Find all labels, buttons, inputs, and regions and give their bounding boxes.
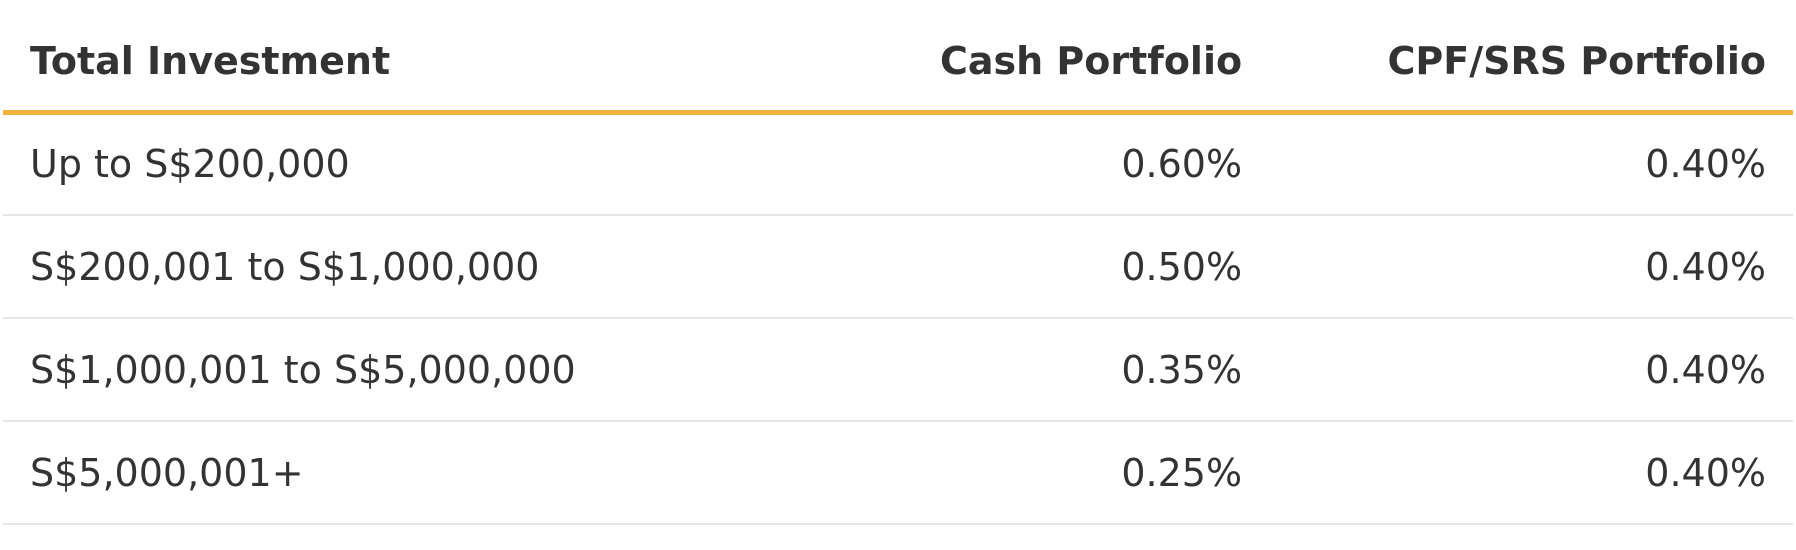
fee-table: Total Investment Cash Portfolio CPF/SRS Po… bbox=[3, 0, 1793, 525]
fee-cell: 0.40% bbox=[1269, 215, 1793, 319]
fee-cell: 0.60% bbox=[913, 112, 1270, 216]
fee-table-container: Total Investment Cash Portfolio CPF/SRS Po… bbox=[3, 0, 1793, 525]
fee-cell: 0.40% bbox=[1269, 421, 1793, 525]
table-row: S$200,001 to S$1,000,000 0.50% 0.40% bbox=[3, 215, 1793, 319]
table-body: Up to S$200,000 0.60% 0.40% S$200,001 to S$… bbox=[3, 112, 1793, 525]
table-row: S$5,000,001+ 0.25% 0.40% bbox=[3, 421, 1793, 525]
fee-cell: 0.40% bbox=[1269, 318, 1793, 422]
header-row: Total Investment Cash Portfolio CPF/SRS Po… bbox=[3, 0, 1793, 115]
table-row: S$1,000,001 to S$5,000,000 0.35% 0.40% bbox=[3, 318, 1793, 422]
header-cell: CPF/SRS Portfolio bbox=[1269, 0, 1793, 115]
header-cell: Cash Portfolio bbox=[913, 0, 1270, 115]
tier-cell: Up to S$200,000 bbox=[3, 112, 913, 216]
table-header: Total Investment Cash Portfolio CPF/SRS Po… bbox=[3, 0, 1793, 115]
tier-cell: S$1,000,001 to S$5,000,000 bbox=[3, 318, 913, 422]
fee-cell: 0.40% bbox=[1269, 112, 1793, 216]
table-row: Up to S$200,000 0.60% 0.40% bbox=[3, 112, 1793, 216]
fee-cell: 0.35% bbox=[913, 318, 1270, 422]
fee-cell: 0.50% bbox=[913, 215, 1270, 319]
header-cell: Total Investment bbox=[3, 0, 913, 115]
fee-cell: 0.25% bbox=[913, 421, 1270, 525]
tier-cell: S$200,001 to S$1,000,000 bbox=[3, 215, 913, 319]
tier-cell: S$5,000,001+ bbox=[3, 421, 913, 525]
